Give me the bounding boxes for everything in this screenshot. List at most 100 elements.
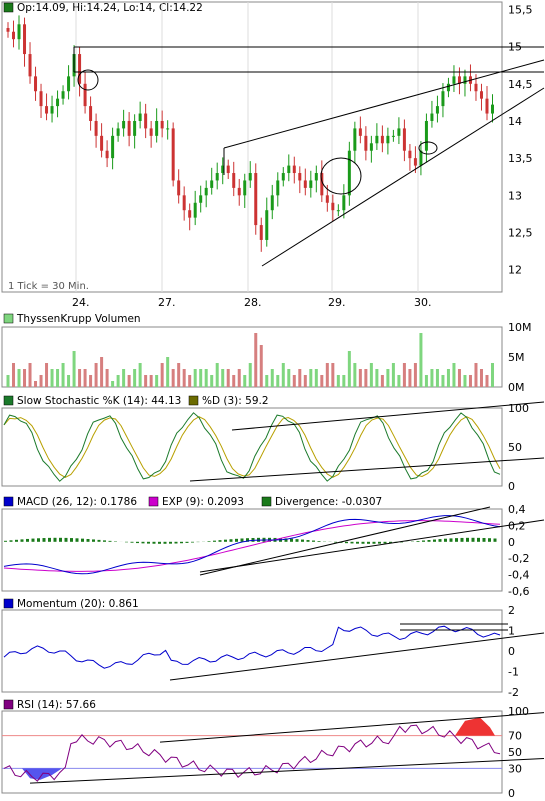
momentum-y-tick-label: -2 bbox=[508, 686, 519, 699]
candle-body bbox=[210, 180, 214, 188]
volume-bar bbox=[292, 375, 296, 387]
divergence-bar bbox=[4, 540, 7, 542]
candle-body bbox=[188, 210, 192, 218]
divergence-bar bbox=[125, 541, 128, 543]
candle-body bbox=[177, 180, 181, 196]
candle-body bbox=[78, 54, 82, 84]
candle-body bbox=[89, 106, 93, 121]
macd-y-tick-label: 0,2 bbox=[508, 519, 526, 532]
candle-body bbox=[6, 28, 10, 32]
divergence-bar bbox=[86, 539, 90, 542]
divergence-bar bbox=[42, 538, 46, 542]
candle-body bbox=[221, 165, 225, 174]
candle-body bbox=[133, 120, 137, 136]
candle-body bbox=[413, 158, 417, 166]
candle-body bbox=[298, 173, 302, 181]
candle-body bbox=[408, 150, 412, 159]
volume-bar bbox=[380, 375, 384, 387]
candle-body bbox=[17, 24, 21, 40]
divergence-bar bbox=[174, 541, 178, 544]
divergence-bar bbox=[455, 538, 458, 542]
volume-bar bbox=[490, 363, 494, 387]
stoch-k-swatch bbox=[3, 395, 14, 406]
stoch-d-line bbox=[3, 416, 501, 478]
candle-body bbox=[485, 98, 489, 114]
candle-body bbox=[314, 173, 318, 181]
macd-y-tick-label: 0,4 bbox=[508, 503, 526, 516]
stoch-k-line bbox=[3, 412, 501, 482]
candle-body bbox=[490, 104, 494, 114]
candle-body bbox=[336, 210, 340, 212]
stoch-trend-line bbox=[231, 401, 545, 431]
divergence-bar bbox=[81, 538, 84, 542]
volume-bar bbox=[72, 351, 76, 387]
volume-bar bbox=[336, 375, 340, 387]
price-legend: Op:14.09, Hi:14.24, Lo:14, Cl:14.22 bbox=[17, 2, 203, 14]
volume-bar bbox=[303, 375, 307, 387]
volume-bar bbox=[408, 369, 412, 387]
price-grid bbox=[75, 2, 419, 292]
volume-bar bbox=[182, 369, 186, 387]
stoch-trend-line bbox=[189, 457, 545, 482]
candle-body bbox=[199, 195, 203, 203]
divergence-bar bbox=[213, 540, 216, 542]
candle-body bbox=[138, 113, 142, 121]
divergence-bar bbox=[378, 541, 381, 544]
volume-bar bbox=[386, 369, 390, 387]
momentum-y-axis: 2 1 0 -1 -2 bbox=[508, 604, 519, 699]
volume-bar bbox=[133, 369, 137, 387]
rsi-lines bbox=[2, 712, 545, 784]
divergence-bar bbox=[466, 537, 469, 542]
volume-bar bbox=[45, 363, 49, 387]
candle-body bbox=[254, 173, 258, 226]
volume-bar bbox=[375, 369, 379, 387]
candle-body bbox=[292, 165, 296, 174]
volume-bar bbox=[397, 375, 401, 387]
divergence-bar bbox=[301, 539, 304, 542]
channel-lower-line bbox=[261, 87, 545, 267]
volume-bar bbox=[254, 333, 258, 387]
volume-bar bbox=[177, 363, 181, 387]
volume-bar bbox=[419, 333, 423, 387]
candle-body bbox=[61, 91, 65, 99]
divergence-bar bbox=[416, 540, 420, 542]
price-y-tick-label: 14,5 bbox=[508, 78, 533, 91]
macd-y-tick-label: -0,6 bbox=[508, 585, 529, 598]
candle-body bbox=[287, 165, 291, 174]
candle-body bbox=[243, 180, 247, 196]
volume-bar bbox=[265, 375, 269, 387]
divergence-bar bbox=[59, 537, 62, 542]
stoch-lines bbox=[3, 401, 545, 482]
candle-body bbox=[270, 195, 274, 211]
divergence-bar bbox=[295, 539, 299, 542]
volume-panel: ThyssenKrupp Volumen 10M 5M 0M bbox=[1, 313, 532, 394]
divergence-bar bbox=[75, 538, 79, 542]
candle-body bbox=[111, 135, 115, 159]
divergence-bar bbox=[37, 538, 40, 542]
divergence-bar bbox=[350, 541, 354, 544]
candle-body bbox=[259, 225, 263, 240]
volume-bar bbox=[353, 363, 357, 387]
divergence-bar bbox=[488, 538, 491, 542]
divergence-bar bbox=[345, 541, 348, 544]
volume-bar bbox=[111, 381, 115, 387]
rsi-frame bbox=[1, 710, 503, 794]
candle-body bbox=[386, 135, 390, 144]
volume-bar bbox=[215, 363, 219, 387]
exp-legend: EXP (9): 0.2093 bbox=[162, 496, 244, 508]
divergence-bar bbox=[389, 541, 392, 544]
candle-body bbox=[281, 173, 285, 181]
candle-body bbox=[248, 173, 252, 181]
divergence-bar bbox=[356, 541, 359, 544]
divergence-bar bbox=[471, 537, 475, 542]
volume-bar bbox=[188, 375, 192, 387]
momentum-lines bbox=[3, 623, 545, 681]
divergence-bar bbox=[433, 539, 436, 542]
divergence-bar bbox=[422, 540, 425, 542]
volume-bar bbox=[237, 369, 241, 387]
divergence-bar bbox=[136, 541, 139, 544]
x-tick-label: 27. bbox=[158, 296, 176, 309]
volume-bar bbox=[452, 363, 456, 387]
volume-bar bbox=[6, 375, 10, 387]
